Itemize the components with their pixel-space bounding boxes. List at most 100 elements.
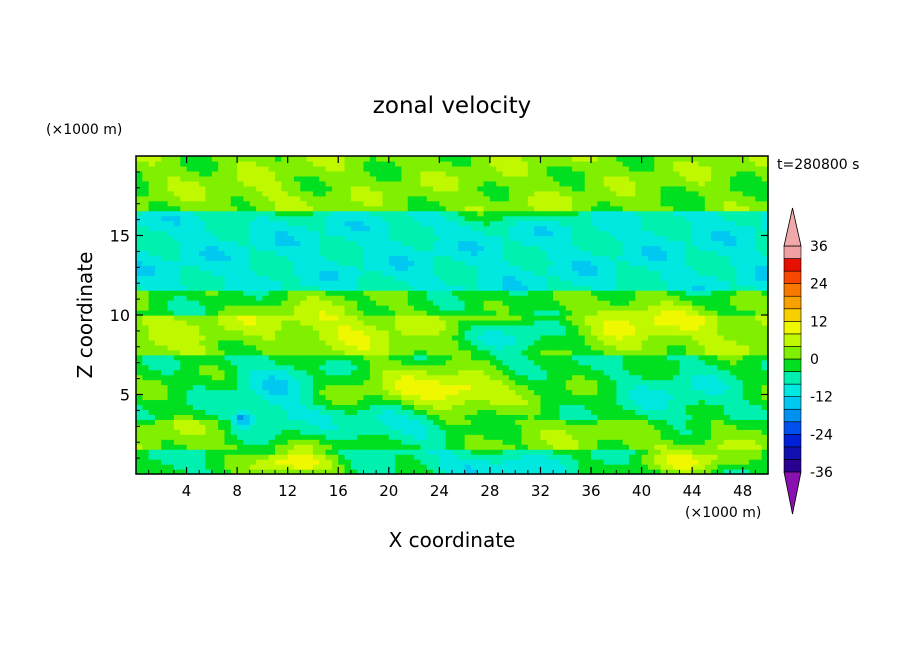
field-cell	[736, 275, 744, 281]
field-cell	[616, 409, 624, 415]
field-cell	[180, 409, 188, 415]
field-cell	[426, 324, 434, 331]
field-cell	[148, 319, 156, 326]
field-cell	[452, 369, 459, 376]
field-cell	[306, 280, 314, 286]
field-cell	[755, 439, 763, 445]
field-cell	[369, 245, 377, 252]
field-cell	[654, 434, 662, 440]
field-cell	[205, 359, 213, 366]
field-cell	[521, 285, 529, 291]
field-cell	[711, 374, 719, 381]
field-cell	[350, 459, 358, 465]
field-cell	[382, 225, 390, 232]
field-cell	[534, 414, 542, 420]
field-cell	[635, 319, 643, 326]
field-cell	[161, 250, 169, 256]
field-cell	[395, 334, 403, 341]
field-cell	[616, 230, 624, 237]
field-cell	[597, 424, 605, 430]
field-cell	[344, 399, 352, 406]
field-cell	[477, 275, 485, 281]
field-cell	[546, 439, 554, 445]
field-cell	[275, 250, 282, 256]
field-cell	[761, 394, 769, 401]
field-cell	[489, 449, 497, 455]
field-cell	[483, 439, 491, 445]
field-cell	[559, 424, 567, 430]
field-cell	[698, 235, 706, 242]
field-cell	[521, 374, 529, 381]
field-cell	[496, 369, 504, 376]
field-cell	[483, 319, 491, 326]
field-cell	[761, 285, 769, 291]
field-cell	[464, 245, 472, 252]
field-cell	[161, 404, 169, 411]
field-cell	[464, 454, 472, 460]
field-cell	[477, 359, 485, 366]
field-cell	[477, 409, 485, 415]
field-cell	[401, 354, 409, 361]
field-cell	[382, 250, 390, 256]
field-cell	[553, 369, 561, 376]
field-cell	[407, 429, 415, 435]
field-cell	[723, 439, 731, 445]
field-cell	[591, 409, 598, 415]
field-cell	[464, 290, 472, 296]
field-cell	[369, 394, 377, 401]
field-cell	[319, 245, 327, 252]
field-cell	[502, 315, 510, 321]
field-cell	[192, 439, 200, 445]
field-cell	[211, 434, 219, 440]
field-cell	[420, 359, 428, 366]
field-cell	[742, 444, 750, 450]
field-cell	[534, 444, 542, 450]
field-cell	[470, 305, 478, 311]
field-cell	[458, 384, 466, 391]
field-cell	[230, 290, 238, 296]
field-cell	[287, 414, 295, 420]
field-cell	[546, 305, 554, 311]
field-cell	[256, 334, 263, 341]
field-cell	[192, 419, 200, 425]
field-cell	[388, 250, 396, 256]
field-cell	[628, 329, 636, 336]
field-cell	[344, 260, 352, 266]
field-cell	[199, 459, 207, 465]
field-cell	[496, 240, 504, 247]
field-cell	[641, 374, 649, 381]
field-cell	[388, 359, 396, 366]
field-cell	[173, 295, 181, 301]
field-cell	[180, 315, 188, 321]
field-cell	[369, 240, 377, 247]
field-cell	[319, 225, 327, 232]
field-cell	[515, 359, 523, 366]
field-cell	[294, 409, 301, 415]
field-cell	[192, 310, 200, 316]
field-cell	[679, 364, 687, 371]
field-cell	[527, 379, 535, 386]
field-cell	[755, 275, 763, 281]
field-cell	[730, 389, 737, 396]
field-cell	[350, 394, 358, 401]
field-cell	[281, 275, 289, 281]
field-cell	[730, 379, 737, 386]
field-cell	[357, 364, 365, 371]
field-cell	[319, 315, 327, 321]
field-cell	[300, 270, 308, 276]
field-cell	[136, 285, 143, 291]
field-cell	[376, 280, 384, 286]
field-cell	[426, 419, 434, 425]
field-cell	[553, 319, 561, 326]
field-cell	[679, 285, 687, 291]
field-cell	[572, 394, 579, 401]
field-cell	[445, 230, 453, 237]
field-cell	[647, 364, 655, 371]
field-cell	[628, 399, 636, 406]
field-cell	[294, 429, 301, 435]
field-cell	[445, 384, 453, 391]
field-cell	[742, 424, 750, 430]
field-cell	[275, 354, 282, 361]
field-cell	[243, 300, 251, 306]
field-cell	[679, 315, 687, 321]
